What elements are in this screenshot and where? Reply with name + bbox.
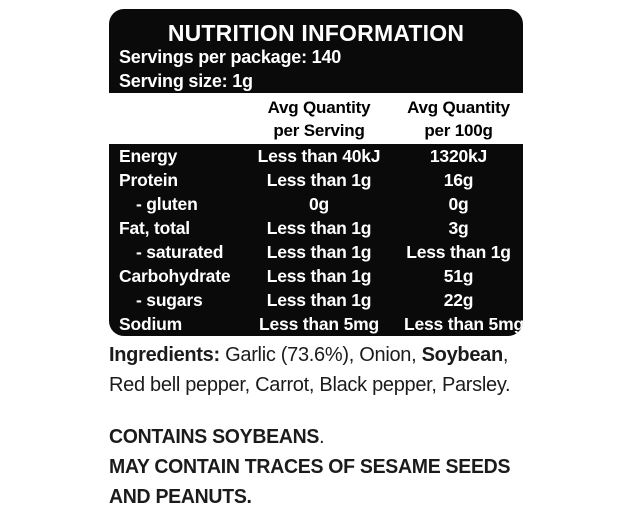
value-per-100g: Less than 5mg (404, 314, 523, 334)
value-per-serving: Less than 1g (266, 242, 372, 262)
table-row: Fat, total Less than 1g 3g (119, 216, 513, 240)
value-per-serving: 0g (308, 194, 330, 214)
nutrition-table: Energy Less than 40kJ 1320kJ Protein Les… (109, 144, 523, 336)
ingredients-bold-item: Soybean (421, 344, 504, 366)
col-header-per-100g: Avg Quantity per 100g (404, 96, 513, 142)
nutrient-name: Energy (119, 146, 178, 166)
allergen-contains-line: CONTAINS SOYBEANS. (109, 422, 510, 452)
value-per-serving: Less than 1g (266, 266, 372, 286)
table-row: Energy Less than 40kJ 1320kJ (119, 144, 513, 168)
table-row: - sugars Less than 1g 22g (119, 288, 513, 312)
ingredients-line1-b: , (502, 344, 509, 366)
allergen-contains-period: . (319, 425, 325, 448)
value-per-100g: 51g (443, 266, 474, 286)
panel-title: NUTRITION INFORMATION (167, 20, 465, 46)
value-per-100g: 22g (443, 290, 474, 310)
value-per-serving: Less than 5mg (259, 314, 379, 334)
table-row: - saturated Less than 1g Less than 1g (119, 240, 513, 264)
ingredients-label: Ingredients: (109, 344, 220, 366)
col-header-per-100g-line2: per 100g (424, 120, 493, 140)
nutrient-name: - gluten (136, 194, 198, 214)
nutrition-label-panel: NUTRITION INFORMATION Servings per packa… (109, 9, 523, 336)
value-per-100g: 3g (448, 218, 469, 238)
ingredients-line2: Red bell pepper, Carrot, Black pepper, P… (109, 373, 511, 396)
table-row: Sodium Less than 5mg Less than 5mg (119, 312, 523, 336)
col-header-per-serving-line1: Avg Quantity (267, 97, 371, 117)
value-per-serving: Less than 1g (266, 218, 372, 238)
value-per-serving: Less than 40kJ (257, 146, 381, 166)
allergen-may-contain-line2: AND PEANUTS. (109, 485, 252, 508)
nutrient-name: - sugars (136, 290, 203, 310)
value-per-serving: Less than 1g (266, 290, 372, 310)
table-row: - gluten 0g 0g (119, 192, 513, 216)
value-per-100g: 1320kJ (429, 146, 488, 166)
nutrient-name: Sodium (119, 314, 182, 334)
nutrient-name: - saturated (136, 242, 224, 262)
col-header-per-serving: Avg Quantity per Serving (234, 96, 404, 142)
ingredients-line1-a: Garlic (73.6%), Onion, (219, 344, 422, 366)
value-per-serving: Less than 1g (266, 170, 372, 190)
servings-per-package: Servings per package: 140 (119, 47, 342, 67)
col-header-per-100g-line1: Avg Quantity (407, 97, 510, 117)
value-per-100g: 16g (443, 170, 474, 190)
column-header-band: Avg Quantity per Serving Avg Quantity pe… (109, 93, 523, 144)
table-row: Protein Less than 1g 16g (119, 168, 513, 192)
panel-header: NUTRITION INFORMATION Servings per packa… (109, 9, 523, 93)
allergen-may-contain-line1: MAY CONTAIN TRACES OF SESAME SEEDS (109, 455, 511, 478)
nutrient-name: Fat, total (119, 218, 190, 238)
serving-size: Serving size: 1g (119, 70, 253, 91)
nutrient-name: Carbohydrate (119, 266, 231, 286)
allergen-contains-text: CONTAINS SOYBEANS (109, 425, 320, 448)
table-row: Carbohydrate Less than 1g 51g (119, 264, 513, 288)
value-per-100g: 0g (448, 194, 469, 214)
ingredients-text: Ingredients: Garlic (73.6%), Onion, Soyb… (109, 341, 553, 400)
value-per-100g: Less than 1g (406, 242, 511, 262)
allergen-statement: CONTAINS SOYBEANS. MAY CONTAIN TRACES OF… (109, 422, 510, 512)
nutrient-name: Protein (119, 170, 178, 190)
col-header-per-serving-line2: per Serving (273, 120, 365, 140)
